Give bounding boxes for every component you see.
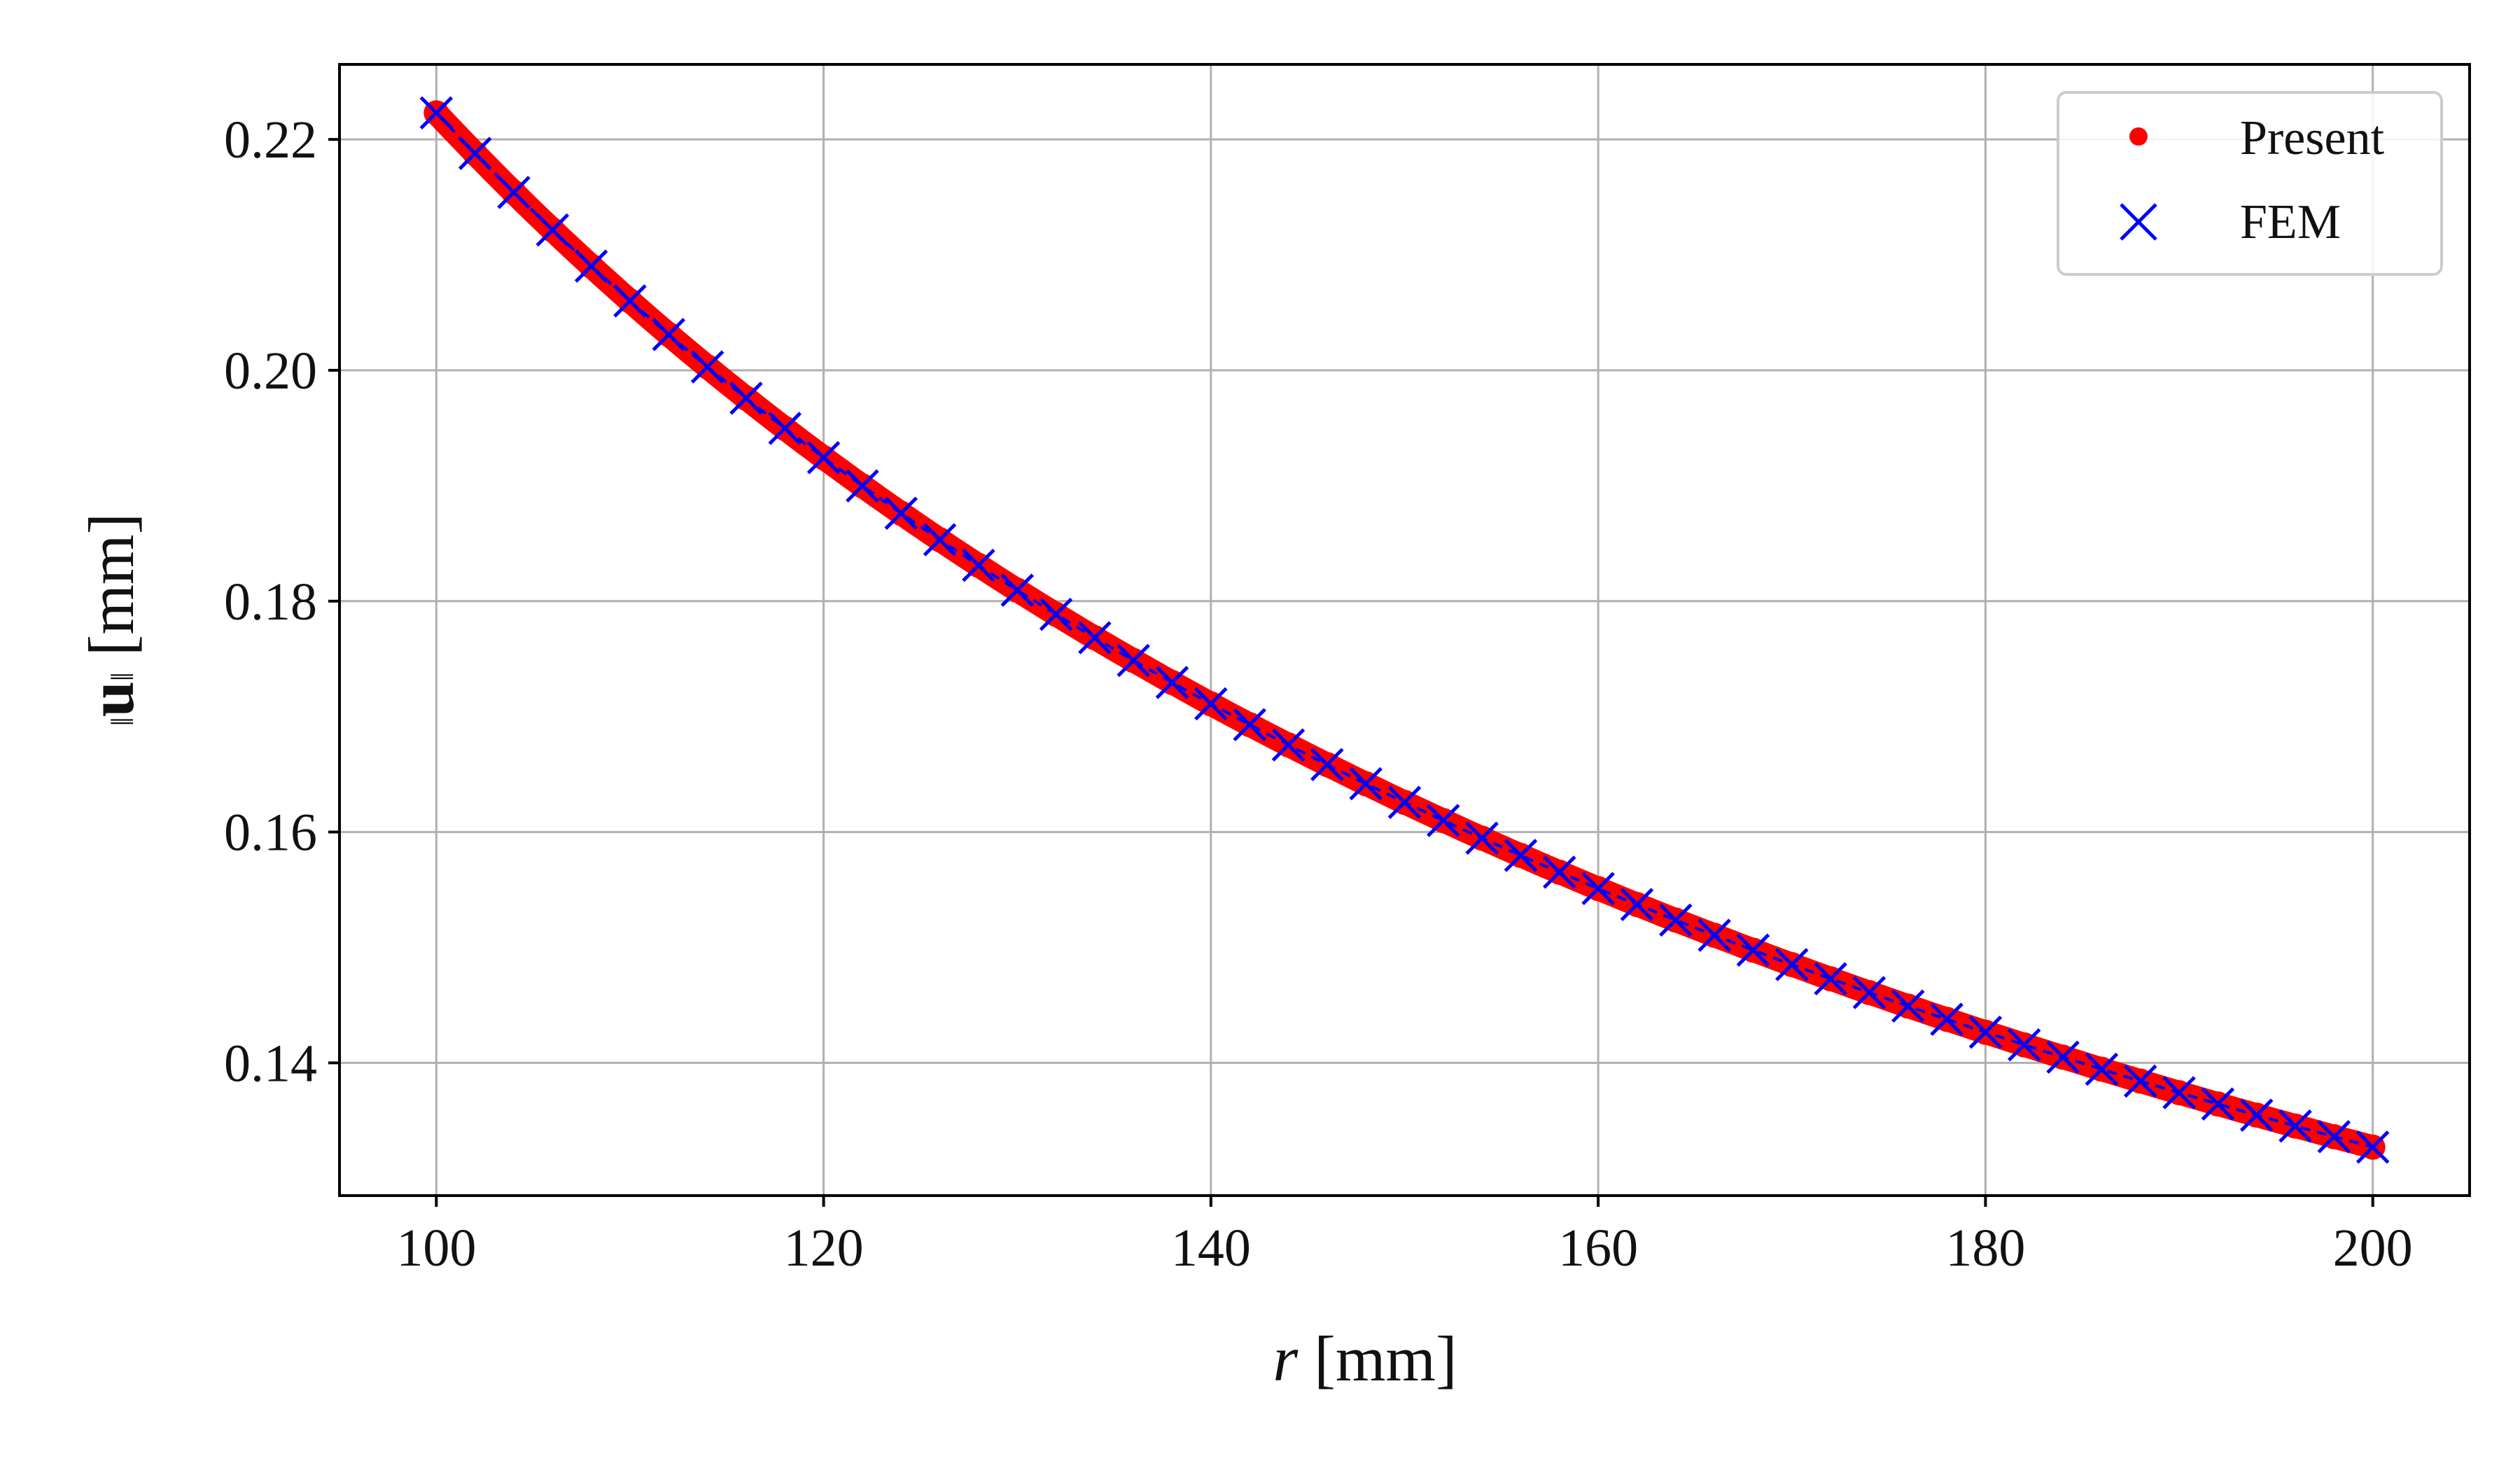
fem-point xyxy=(2162,1076,2196,1110)
y-tick-label: 0.14 xyxy=(224,1034,317,1093)
fem-point xyxy=(1968,1015,2003,1049)
x-axis-unit: [mm] xyxy=(1298,1323,1457,1394)
fem-point xyxy=(1852,976,1886,1009)
fem-point xyxy=(1620,888,1654,921)
x-axis-ticks: 100 120 140 160 180 200 xyxy=(396,1196,2413,1278)
fem-point xyxy=(1039,597,1073,631)
fem-point xyxy=(613,284,647,318)
fem-point xyxy=(1233,708,1266,742)
fem-point xyxy=(729,382,763,415)
fem-point xyxy=(2046,1040,2080,1074)
y-axis-norm-bar-left: ‖ xyxy=(104,717,140,726)
fem-point xyxy=(1078,621,1112,654)
fem-point xyxy=(1581,872,1615,906)
fem-point xyxy=(497,176,531,209)
fem-point xyxy=(1194,687,1228,721)
legend-present-label: Present xyxy=(2240,111,2385,165)
legend-box xyxy=(2057,91,2443,276)
fem-point xyxy=(1116,643,1150,678)
y-tick-label: 0.16 xyxy=(224,804,317,862)
fem-point xyxy=(574,249,608,283)
x-axis-variable: r xyxy=(1273,1323,1298,1394)
fem-point xyxy=(1349,766,1382,801)
x-tick-label: 180 xyxy=(1945,1219,2025,1278)
fem-point xyxy=(923,523,957,556)
series-fem xyxy=(419,96,2390,1164)
fem-point xyxy=(1465,821,1499,855)
x-axis-title: r [mm] xyxy=(1273,1323,1457,1394)
y-tick-label: 0.20 xyxy=(224,342,317,400)
fem-point xyxy=(1814,962,1847,995)
fem-point xyxy=(768,412,802,445)
fem-point xyxy=(690,350,724,384)
y-axis-unit: [mm] xyxy=(76,513,147,672)
fem-point xyxy=(1155,666,1189,699)
y-axis-title: ‖u‖ [mm] xyxy=(76,513,147,726)
x-tick-label: 120 xyxy=(784,1219,864,1278)
fem-point xyxy=(1698,918,1731,952)
fem-point xyxy=(1271,728,1306,762)
x-tick-label: 140 xyxy=(1171,1219,1251,1278)
y-axis-norm-bar-right: ‖ xyxy=(104,672,140,681)
fem-point xyxy=(652,318,686,351)
legend-fem-marker xyxy=(2120,203,2157,241)
fem-point xyxy=(846,469,879,503)
fem-point xyxy=(1930,1002,1963,1036)
fem-point xyxy=(1659,903,1693,937)
y-tick-label: 0.18 xyxy=(224,573,317,631)
x-tick-label: 160 xyxy=(1558,1219,1638,1278)
fem-point xyxy=(2317,1120,2351,1154)
fem-point xyxy=(962,548,995,582)
fem-point xyxy=(536,213,570,247)
legend-present-marker xyxy=(2129,127,2148,146)
fem-point xyxy=(1310,748,1344,782)
x-tick-label: 200 xyxy=(2333,1219,2413,1278)
fem-point xyxy=(1543,855,1576,889)
fem-point xyxy=(884,496,918,530)
fem-point xyxy=(2278,1109,2312,1143)
y-tick-label: 0.22 xyxy=(224,111,317,169)
fem-point xyxy=(2356,1130,2390,1164)
fem-point xyxy=(806,440,841,475)
fem-point xyxy=(2239,1098,2274,1132)
fem-point xyxy=(419,96,454,130)
fem-point xyxy=(2085,1052,2119,1086)
fem-point xyxy=(1891,989,1925,1023)
x-tick-label: 100 xyxy=(396,1219,476,1278)
fem-point xyxy=(1427,804,1460,837)
legend-fem-label: FEM xyxy=(2240,195,2341,249)
fem-point xyxy=(1775,948,1809,981)
plot-frame xyxy=(338,63,2471,1197)
fem-point xyxy=(458,136,492,170)
fem-point xyxy=(1387,785,1422,820)
fem-point xyxy=(1736,933,1770,967)
fem-point xyxy=(2201,1087,2235,1121)
y-axis-ticks: 0.14 0.16 0.18 0.20 0.22 xyxy=(224,111,340,1093)
fem-point xyxy=(1504,839,1538,872)
fem-point xyxy=(1000,573,1034,607)
legend: Present FEM xyxy=(2057,91,2443,276)
fem-point xyxy=(2007,1028,2041,1062)
y-axis-variable: u xyxy=(76,681,147,717)
fem-point xyxy=(2123,1064,2157,1098)
